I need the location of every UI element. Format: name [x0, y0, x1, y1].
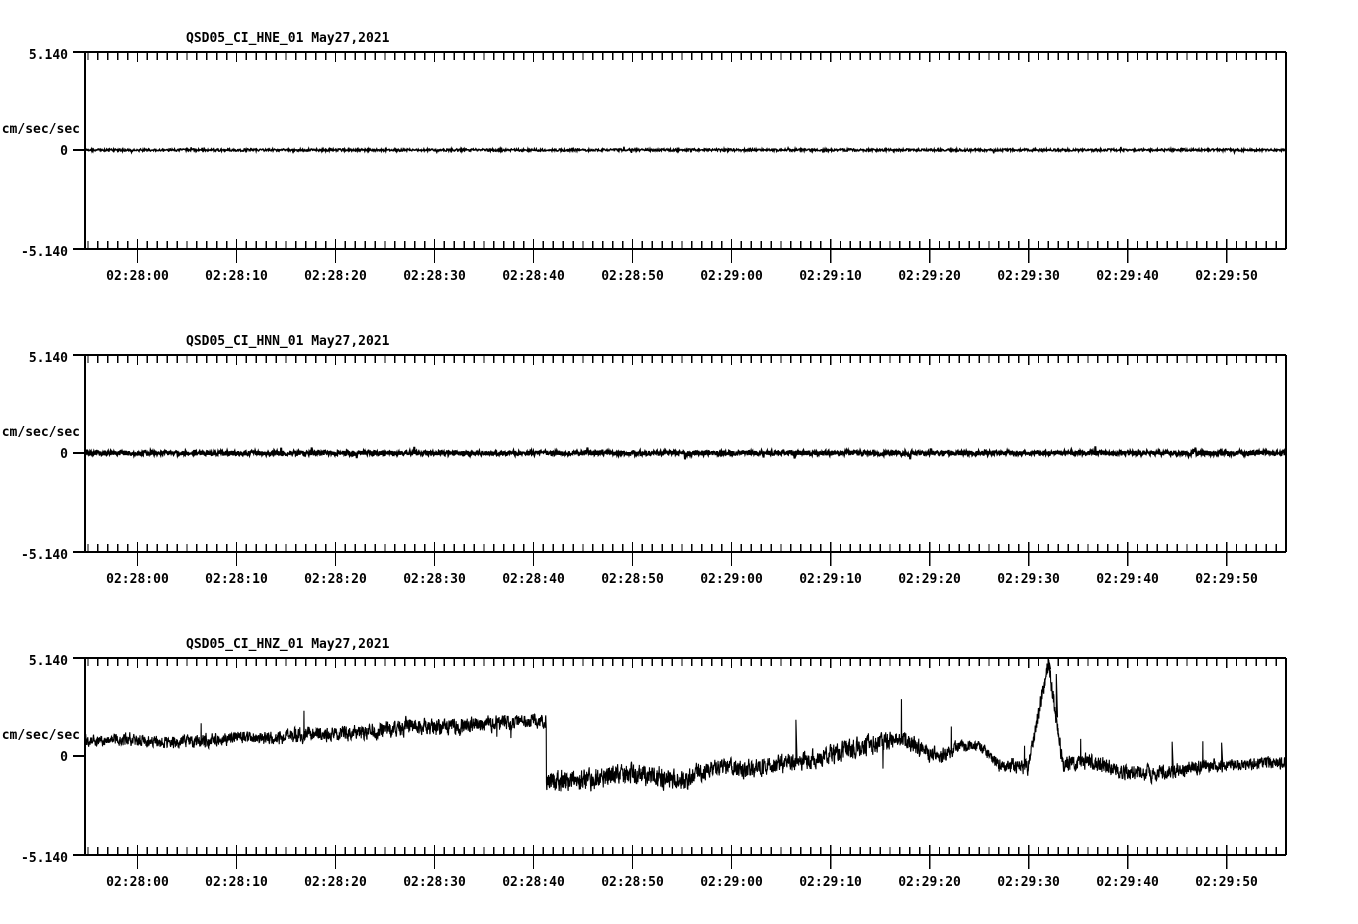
x-tick-label: 02:29:00	[700, 875, 763, 890]
x-tick-label: 02:28:20	[304, 269, 367, 284]
x-tick-label: 02:29:20	[898, 572, 961, 587]
x-tick-label: 02:28:40	[502, 875, 565, 890]
panel-hnn-xticklabels: 02:28:00 02:28:10 02:28:20 02:28:30 02:28:40…	[106, 572, 1258, 587]
x-tick-label: 02:29:40	[1096, 875, 1159, 890]
x-tick-label: 02:29:40	[1096, 572, 1159, 587]
panel-hnz: QSD05_CI_HNZ_01 May27,2021 5.140 cm/sec/…	[0, 606, 1358, 924]
panel-hnz-ytick-max: 5.140	[29, 654, 68, 669]
panel-hne-ytick-mid: 0	[60, 144, 68, 159]
panel-hnz-trace	[84, 658, 1287, 792]
panel-hnz-xticklabels: 02:28:00 02:28:10 02:28:20 02:28:30 02:28:40…	[106, 875, 1258, 890]
x-tick-label: 02:29:10	[799, 269, 862, 284]
panel-hnn-plot: QSD05_CI_HNN_01 May27,2021 5.140 cm/sec/…	[2, 334, 1287, 587]
x-tick-label: 02:29:20	[898, 269, 961, 284]
panel-hne-title: QSD05_CI_HNE_01 May27,2021	[186, 31, 390, 46]
x-tick-label: 02:28:40	[502, 269, 565, 284]
x-tick-label: 02:28:00	[106, 875, 169, 890]
x-tick-label: 02:28:10	[205, 269, 268, 284]
panel-hnz-axes	[73, 657, 1287, 869]
x-tick-label: 02:29:10	[799, 572, 862, 587]
x-tick-label: 02:28:20	[304, 875, 367, 890]
panel-hnn: QSD05_CI_HNN_01 May27,2021 5.140 cm/sec/…	[0, 303, 1358, 613]
panel-hne-xticklabels: 02:28:00 02:28:10 02:28:20 02:28:30 02:28:40…	[106, 269, 1258, 284]
panel-hnn-ytick-max: 5.140	[29, 351, 68, 366]
panel-hne-plot: QSD05_CI_HNE_01 May27,2021 5.140 cm/sec/…	[2, 31, 1287, 284]
panel-hnz-title: QSD05_CI_HNZ_01 May27,2021	[186, 637, 390, 652]
x-tick-label: 02:28:40	[502, 572, 565, 587]
x-tick-label: 02:28:50	[601, 572, 664, 587]
x-tick-label: 02:28:30	[403, 875, 466, 890]
x-tick-label: 02:28:50	[601, 269, 664, 284]
x-tick-label: 02:29:50	[1195, 572, 1258, 587]
x-tick-label: 02:28:30	[403, 269, 466, 284]
x-tick-label: 02:29:00	[700, 572, 763, 587]
panel-hnz-ytick-min: -5.140	[21, 851, 68, 866]
panel-hnn-yaxis-label: cm/sec/sec	[2, 425, 80, 440]
x-tick-label: 02:29:50	[1195, 875, 1258, 890]
panel-hnz-ytick-mid: 0	[60, 750, 68, 765]
x-tick-label: 02:29:00	[700, 269, 763, 284]
panel-hnn-axes	[73, 354, 1287, 566]
x-tick-label: 02:28:10	[205, 572, 268, 587]
panel-hnn-ytick-mid: 0	[60, 447, 68, 462]
panel-hne-ytick-min: -5.140	[21, 245, 68, 260]
x-tick-label: 02:29:40	[1096, 269, 1159, 284]
x-tick-label: 02:28:00	[106, 572, 169, 587]
x-tick-label: 02:28:50	[601, 875, 664, 890]
panel-hne-trace	[84, 145, 1287, 156]
panel-hne-axes	[73, 51, 1287, 263]
x-tick-label: 02:29:30	[997, 269, 1060, 284]
x-tick-label: 02:28:20	[304, 572, 367, 587]
panel-hnn-trace	[84, 446, 1287, 460]
x-tick-label: 02:29:30	[997, 875, 1060, 890]
panel-hne: QSD05_CI_HNE_01 May27,2021 5.140 cm/sec/…	[0, 0, 1358, 310]
panel-hnn-ytick-min: -5.140	[21, 548, 68, 563]
x-tick-label: 02:29:10	[799, 875, 862, 890]
x-tick-label: 02:28:00	[106, 269, 169, 284]
panel-hne-yaxis-label: cm/sec/sec	[2, 122, 80, 137]
x-tick-label: 02:29:30	[997, 572, 1060, 587]
panel-hnn-title: QSD05_CI_HNN_01 May27,2021	[186, 334, 390, 349]
panel-hne-ytick-max: 5.140	[29, 48, 68, 63]
x-tick-label: 02:28:10	[205, 875, 268, 890]
x-tick-label: 02:28:30	[403, 572, 466, 587]
panel-hnz-plot: QSD05_CI_HNZ_01 May27,2021 5.140 cm/sec/…	[2, 637, 1287, 890]
x-tick-label: 02:29:50	[1195, 269, 1258, 284]
panel-hnz-yaxis-label: cm/sec/sec	[2, 728, 80, 743]
x-tick-label: 02:29:20	[898, 875, 961, 890]
